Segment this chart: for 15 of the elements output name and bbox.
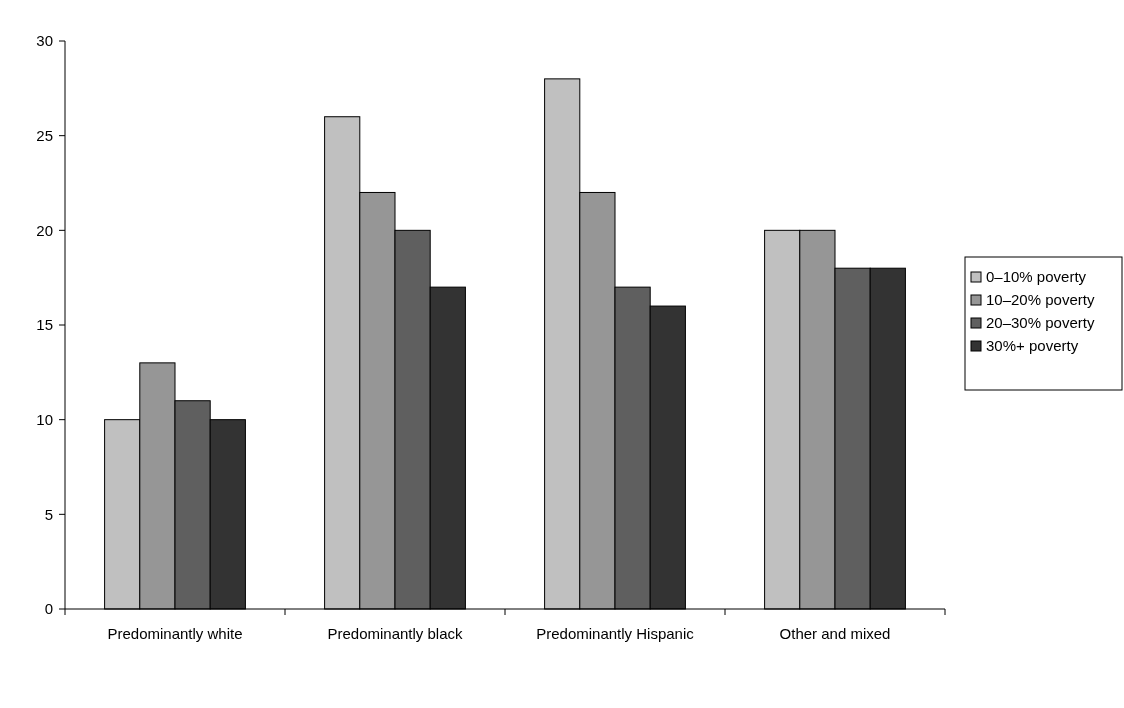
y-tick-label: 5 [44,505,53,523]
y-tick-label: 30 [36,32,53,50]
y-tick-label: 15 [36,316,53,334]
y-tick-label: 0 [44,600,53,618]
legend-label: 0–10% poverty [986,268,1087,286]
x-tick-label: Predominantly Hispanic [536,625,695,642]
legend-label: 30%+ poverty [986,337,1079,355]
legend-label: 20–30% poverty [986,314,1095,332]
x-tick-label: Predominantly white [107,625,243,642]
y-tick-label: 25 [36,126,53,144]
legend-label: 10–20% poverty [986,291,1095,309]
y-tick-label: 20 [36,221,53,239]
x-tick-label: Predominantly black [327,625,464,642]
y-tick-label: 10 [36,410,53,428]
x-tick-label: Other and mixed [779,625,891,642]
